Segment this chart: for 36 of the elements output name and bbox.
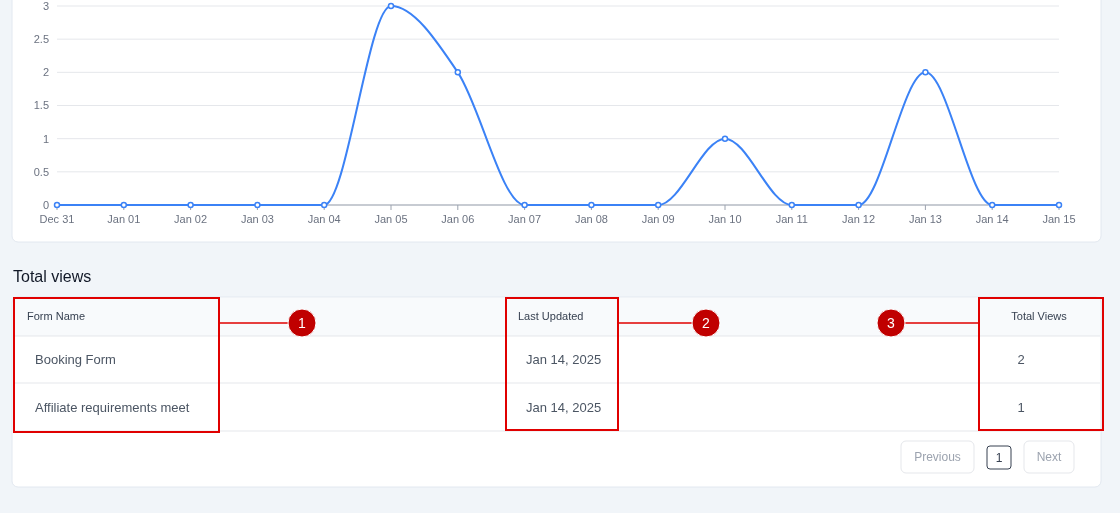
text: Total views [13,268,92,285]
x-tick-label: Jan 10 [708,213,742,225]
text: Jan 14, 2025 [526,352,602,367]
x-tick-label: Jan 09 [641,213,675,225]
y-tick-label: 3 [42,0,49,12]
x-tick-label: Jan 12 [842,213,876,225]
text: Form Name [27,310,86,322]
text: Affiliate requirements meet [35,400,190,415]
text: Last Updated [518,310,584,322]
x-tick-label: Jan 15 [1042,213,1076,225]
y-tick-label: 0 [42,198,49,211]
y-tick-label: 1 [42,132,49,145]
x-tick-label: Jan 02 [174,213,208,225]
x-tick-label: Jan 13 [908,213,942,225]
previous-button: Previous [900,440,975,474]
x-tick-label: Jan 07 [508,213,542,225]
x-tick-label: Dec 31 [39,213,75,225]
x-tick-label: Jan 08 [574,213,608,225]
y-tick-label: 2.5 [33,33,49,46]
text: Jan 14, 2025 [526,400,602,415]
text: Total Views [1011,310,1068,322]
x-tick-label: Jan 14 [975,213,1009,225]
text: 2 [1017,352,1025,367]
text: Booking Form [35,352,116,367]
x-tick-label: Jan 06 [441,213,475,225]
x-tick-label: Jan 11 [775,213,808,225]
y-tick-label: 2 [42,66,49,79]
x-tick-label: Jan 01 [107,213,141,225]
x-tick-label: Jan 03 [240,213,274,225]
y-tick-label: 0.5 [33,165,49,178]
y-tick-label: 1.5 [33,99,49,112]
text: 1 [1017,400,1025,415]
x-tick-label: Jan 04 [307,213,341,225]
next-button: Next [1023,440,1075,474]
page-button: 1 [986,445,1012,470]
x-tick-label: Jan 05 [374,213,408,225]
